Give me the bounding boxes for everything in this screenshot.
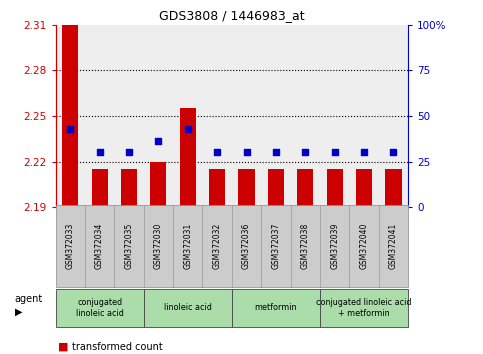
Text: GSM372034: GSM372034 [95, 223, 104, 269]
Text: GSM372040: GSM372040 [359, 223, 369, 269]
Point [331, 150, 339, 155]
Text: GSM372038: GSM372038 [301, 223, 310, 269]
Bar [268, 169, 284, 207]
Point [96, 150, 103, 155]
Text: conjugated linoleic acid
+ metformin: conjugated linoleic acid + metformin [316, 298, 412, 318]
Point [213, 150, 221, 155]
Text: GSM372035: GSM372035 [125, 223, 133, 269]
Text: GSM372032: GSM372032 [213, 223, 222, 269]
Bar [180, 108, 196, 207]
Point [242, 150, 250, 155]
Bar [356, 169, 372, 207]
Title: GDS3808 / 1446983_at: GDS3808 / 1446983_at [159, 9, 305, 22]
Text: agent: agent [14, 294, 43, 304]
Text: GSM372033: GSM372033 [66, 223, 75, 269]
Text: GSM372037: GSM372037 [271, 223, 281, 269]
Point [360, 150, 368, 155]
Bar [121, 169, 137, 207]
Text: GSM372039: GSM372039 [330, 223, 339, 269]
Text: ▶: ▶ [14, 307, 22, 316]
Text: GSM372041: GSM372041 [389, 223, 398, 269]
Bar [239, 169, 255, 207]
Point [66, 126, 74, 132]
Bar [150, 161, 167, 207]
Bar [92, 169, 108, 207]
Bar [327, 169, 343, 207]
Point [125, 150, 133, 155]
Bar [62, 25, 78, 207]
Text: GSM372031: GSM372031 [183, 223, 192, 269]
Text: GSM372036: GSM372036 [242, 223, 251, 269]
Text: metformin: metformin [255, 303, 297, 313]
Text: linoleic acid: linoleic acid [164, 303, 212, 313]
Point [390, 150, 398, 155]
Bar [297, 169, 313, 207]
Text: ■: ■ [58, 342, 69, 352]
Bar [209, 169, 225, 207]
Point [272, 150, 280, 155]
Text: transformed count: transformed count [72, 342, 163, 352]
Point [301, 150, 309, 155]
Text: GSM372030: GSM372030 [154, 223, 163, 269]
Text: conjugated
linoleic acid: conjugated linoleic acid [76, 298, 124, 318]
Bar [385, 169, 401, 207]
Point [155, 139, 162, 144]
Point [184, 126, 192, 132]
